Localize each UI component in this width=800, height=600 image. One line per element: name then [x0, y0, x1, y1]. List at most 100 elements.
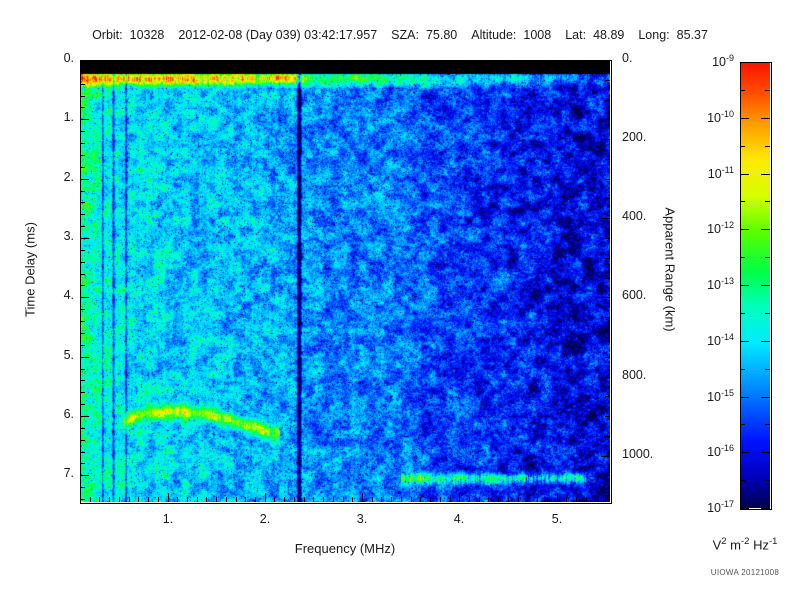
x-axis-tick-top — [343, 60, 344, 65]
x-axis-tick-top — [274, 60, 275, 65]
x-axis-tick — [158, 497, 159, 502]
x-axis-tick-top — [333, 60, 334, 65]
y-axis-tick-left — [80, 404, 85, 405]
colorbar-tick — [761, 118, 770, 119]
colorbar-minor-tick — [740, 146, 745, 147]
colorbar-tick — [761, 62, 770, 63]
metadata-header: Orbit: 10328 2012-02-08 (Day 039) 03:42:17… — [0, 28, 800, 42]
colorbar-minor-tick — [765, 480, 770, 481]
y-axis-tick-label: 7. — [63, 466, 74, 480]
x-axis-tick-top — [352, 60, 353, 65]
x-axis-tick-label: 5. — [551, 512, 563, 526]
observation-datetime: 2012-02-08 (Day 039) 03:42:17.957 — [178, 28, 378, 42]
y-axis-tick-right — [601, 456, 610, 457]
y-axis-tick-left — [80, 440, 85, 441]
y-axis-tick-left — [80, 250, 85, 251]
x-axis-tick — [323, 497, 324, 502]
x-axis-tick-top — [586, 60, 587, 65]
colorbar-tick-label: 10-13 — [707, 276, 734, 293]
x-axis-tick — [352, 497, 353, 502]
x-axis-tick-top — [595, 60, 596, 65]
x-axis-tick-top — [177, 60, 178, 65]
y-axis-tick-left — [80, 380, 85, 381]
y-axis-tick-right — [605, 278, 610, 279]
x-axis-tick — [177, 497, 178, 502]
x-axis-tick — [566, 497, 567, 502]
x-axis-tick — [226, 497, 227, 502]
y-axis-tick-right — [605, 119, 610, 120]
x-axis-tick — [168, 493, 169, 502]
x-axis-tick — [450, 497, 451, 502]
y-axis-tick-right — [601, 139, 610, 140]
y-axis-tick-left — [80, 143, 85, 144]
orbit-label: Orbit: — [92, 28, 123, 42]
lat-label: Lat: — [565, 28, 587, 42]
y-axis-tick-left — [80, 357, 89, 358]
colorbar-minor-tick — [765, 146, 770, 147]
colorbar-tick-label: 10-17 — [707, 499, 734, 516]
y-axis-tick-left — [80, 96, 85, 97]
colorbar-minor-tick — [740, 90, 745, 91]
y-axis-tick-left — [80, 475, 89, 476]
y-axis-tick-right — [605, 80, 610, 81]
colorbar-tick — [761, 452, 770, 453]
colorbar-tick — [761, 285, 770, 286]
y-axis-tick-left — [80, 333, 85, 334]
x-axis-tick — [430, 497, 431, 502]
x-axis-tick — [109, 497, 110, 502]
x-axis-tick-top — [372, 60, 373, 65]
x-axis-tick — [557, 493, 558, 502]
y-axis-tick-left — [80, 179, 89, 180]
x-axis-tick-top — [401, 60, 402, 65]
colorbar-tick-label: 10-9 — [712, 53, 734, 70]
x-axis-tick — [527, 497, 528, 502]
colorbar-tick — [740, 62, 749, 63]
y-axis-tick-label: 2. — [63, 170, 74, 184]
x-axis-tick — [440, 497, 441, 502]
y-axis-tick-label: 6. — [63, 407, 74, 421]
x-axis-tick — [595, 497, 596, 502]
colorbar-minor-tick — [740, 313, 745, 314]
y-axis-tick-left — [80, 167, 85, 168]
lat-value: 48.89 — [593, 28, 625, 42]
x-axis-tick-top — [557, 60, 558, 69]
x-axis-tick-top — [226, 60, 227, 65]
y-axis-tick-left — [80, 262, 85, 263]
x-axis-tick — [333, 497, 334, 502]
colorbar-tick-label: 10-16 — [707, 443, 734, 460]
x-axis-tick-top — [459, 60, 460, 69]
x-axis-tick — [381, 497, 382, 502]
y2-axis-tick-label: 600. — [622, 288, 647, 302]
y-axis-tick-label: 4. — [63, 288, 74, 302]
x-axis-tick — [391, 497, 392, 502]
x-axis-tick — [255, 497, 256, 502]
x-axis-tick — [99, 497, 100, 502]
colorbar-tick — [740, 397, 749, 398]
colorbar-tick — [761, 397, 770, 398]
x-axis-tick-top — [537, 60, 538, 65]
y-axis-tick-right — [605, 159, 610, 160]
x-axis-tick-top — [158, 60, 159, 65]
y-axis-tick-left — [80, 487, 85, 488]
colorbar-minor-tick — [765, 313, 770, 314]
y-axis-tick-right — [601, 297, 610, 298]
colorbar-minor-tick — [740, 201, 745, 202]
x-axis-tick — [138, 497, 139, 502]
x-axis-tick — [313, 497, 314, 502]
x-axis-tick — [265, 493, 266, 502]
x-axis-tick-top — [148, 60, 149, 65]
x-axis-tick-top — [265, 60, 266, 69]
y-axis-tick-left — [80, 60, 89, 61]
colorbar-minor-tick — [740, 257, 745, 258]
altitude-label: Altitude: — [471, 28, 517, 42]
x-axis-tick-top — [138, 60, 139, 65]
y-axis-tick-left — [80, 119, 89, 120]
y2-axis-tick-label: 1000. — [622, 447, 654, 461]
x-axis-tick — [498, 497, 499, 502]
x-axis-tick-top — [187, 60, 188, 65]
y-axis-tick-left — [80, 238, 89, 239]
colorbar-minor-tick — [765, 369, 770, 370]
y-axis-tick-right — [601, 60, 610, 61]
x-axis-tick-top — [255, 60, 256, 65]
colorbar-tick — [740, 285, 749, 286]
